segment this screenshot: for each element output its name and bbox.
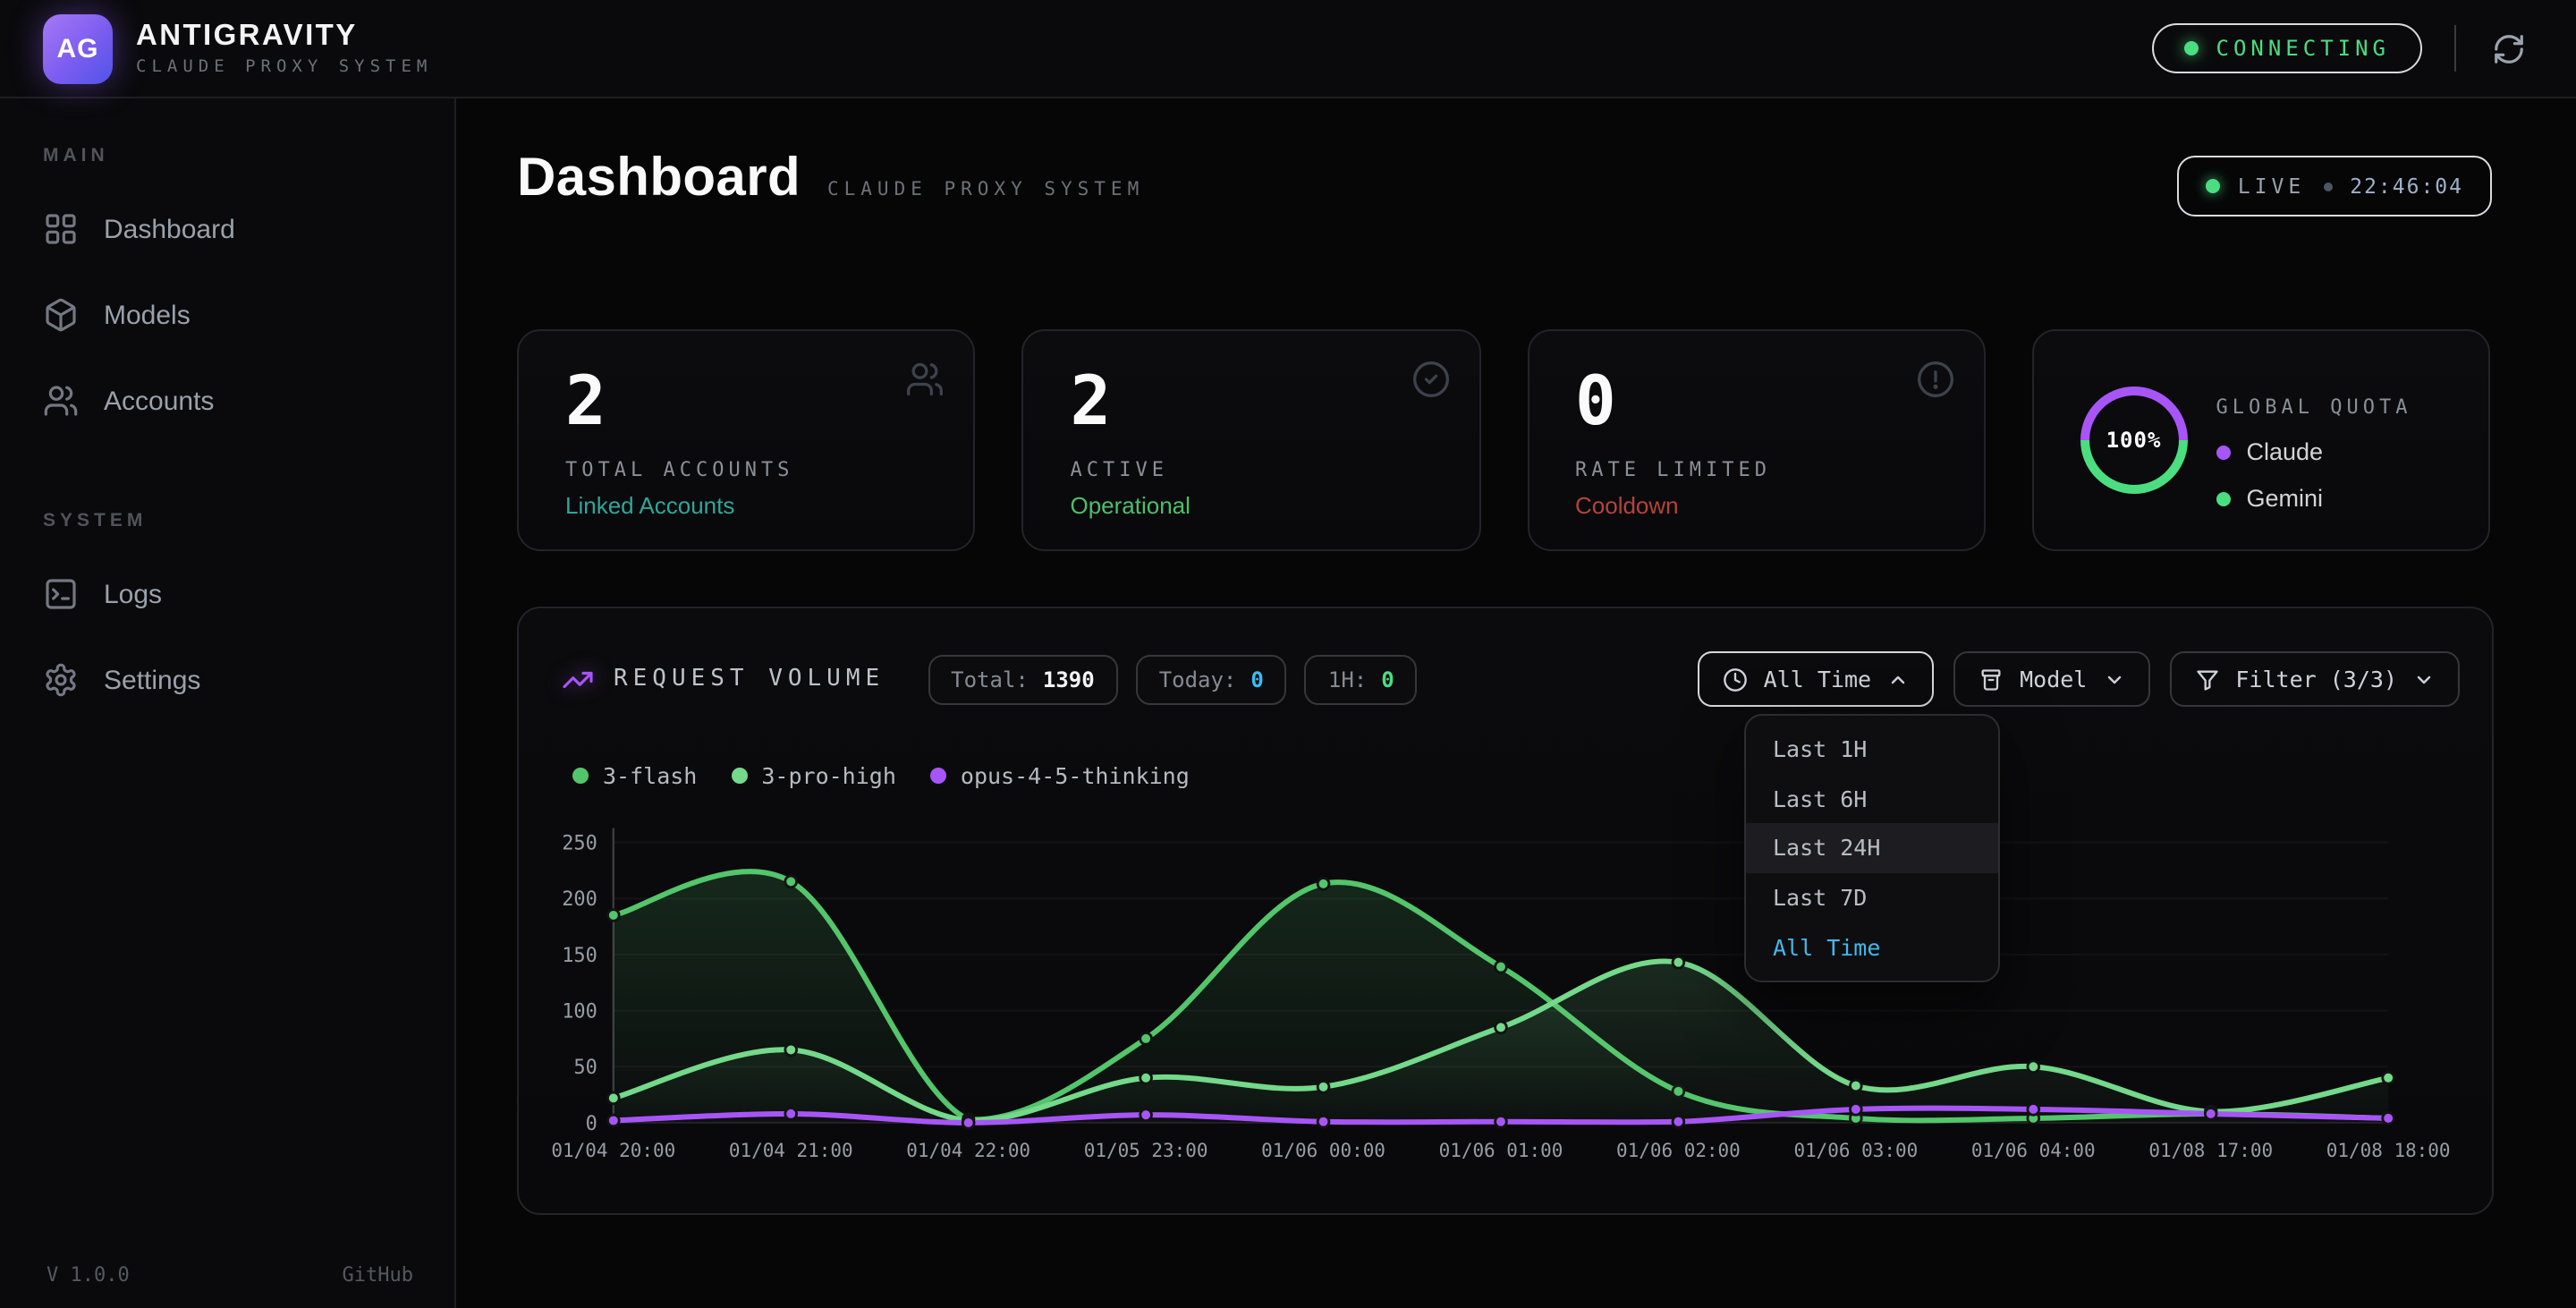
connection-status-label: CONNECTING (2216, 36, 2391, 61)
dropdown-item-all-time[interactable]: All Time (1746, 922, 1998, 972)
svg-text:250: 250 (562, 833, 597, 855)
stat-card-active: 2 ACTIVE Operational (1022, 329, 1481, 551)
app-version: V 1.0.0 (47, 1263, 130, 1287)
dropdown-item-last-1h[interactable]: Last 1H (1746, 725, 1998, 774)
refresh-button[interactable] (2488, 28, 2529, 69)
app-logo: AG (43, 13, 113, 83)
stat-card-total-accounts: 2 TOTAL ACCOUNTS Linked Accounts (517, 329, 976, 551)
svg-text:200: 200 (562, 888, 597, 911)
alert-circle-icon (1916, 360, 1955, 399)
live-label: LIVE (2238, 174, 2305, 199)
sidebar-item-logs[interactable]: Logs (0, 556, 454, 632)
sidebar-section-main: MAIN (43, 145, 454, 166)
sidebar-item-dashboard[interactable]: Dashboard (0, 191, 454, 267)
stat-value: 0 (1575, 367, 1952, 435)
request-volume-card: REQUEST VOLUME Total: 1390 Today: 0 1H: … (517, 607, 2494, 1215)
quota-legend-name: Claude (2247, 438, 2324, 465)
svg-text:50: 50 (573, 1057, 597, 1079)
gemini-dot (2216, 491, 2231, 505)
separator-dot (2323, 182, 2332, 191)
sidebar-item-accounts[interactable]: Accounts (0, 363, 454, 438)
dropdown-item-last-6h[interactable]: Last 6H (1746, 774, 1998, 823)
quota-label: GLOBAL QUOTA (2216, 395, 2412, 419)
svg-text:01/04 20:00: 01/04 20:00 (551, 1140, 675, 1161)
sidebar-item-label: Logs (104, 579, 162, 609)
svg-text:01/08 17:00: 01/08 17:00 (2148, 1140, 2273, 1161)
dropdown-item-last-7d[interactable]: Last 7D (1746, 873, 1998, 922)
stat-card-global-quota: 100% GLOBAL QUOTA Claude Gemini (2032, 329, 2491, 551)
connection-status-badge: CONNECTING (2152, 23, 2423, 73)
main-content: Dashboard CLAUDE PROXY SYSTEM LIVE 22:46… (456, 98, 2576, 1308)
quota-legend-gemini: Gemini (2216, 485, 2412, 512)
live-status-badge: LIVE 22:46:04 (2177, 156, 2492, 217)
quota-legend-name: Gemini (2247, 485, 2324, 512)
top-bar: AG ANTIGRAVITY CLAUDE PROXY SYSTEM CONNE… (0, 0, 2576, 98)
svg-text:01/06 02:00: 01/06 02:00 (1616, 1140, 1741, 1161)
github-link[interactable]: GitHub (343, 1263, 414, 1287)
sidebar-item-settings[interactable]: Settings (0, 642, 454, 718)
quota-percent: 100% (2080, 386, 2188, 494)
sidebar: MAIN Dashboard Models (0, 98, 456, 1308)
sidebar-item-models[interactable]: Models (0, 277, 454, 352)
stat-status: Operational (1071, 492, 1447, 519)
svg-text:01/04 22:00: 01/04 22:00 (906, 1140, 1030, 1161)
connection-status-dot (2184, 41, 2199, 55)
svg-text:01/06 03:00: 01/06 03:00 (1793, 1140, 1918, 1161)
sidebar-item-label: Dashboard (104, 214, 235, 244)
stat-value: 2 (565, 367, 942, 435)
app-subtitle: CLAUDE PROXY SYSTEM (136, 58, 432, 78)
svg-text:01/05 23:00: 01/05 23:00 (1084, 1140, 1208, 1161)
stat-status: Linked Accounts (565, 492, 942, 519)
time-range-dropdown: Last 1H Last 6H Last 24H Last 7D All Tim… (1744, 714, 2000, 982)
page-subtitle: CLAUDE PROXY SYSTEM (827, 179, 1144, 200)
dropdown-item-last-24h[interactable]: Last 24H (1746, 823, 1998, 872)
check-circle-icon (1411, 360, 1450, 399)
refresh-icon (2492, 31, 2526, 65)
brand: AG ANTIGRAVITY CLAUDE PROXY SYSTEM (43, 13, 432, 83)
svg-text:01/06 04:00: 01/06 04:00 (1971, 1140, 2096, 1161)
svg-text:150: 150 (562, 945, 597, 967)
svg-text:100: 100 (562, 1001, 597, 1023)
stats-row: 2 TOTAL ACCOUNTS Linked Accounts 2 ACTIV… (517, 329, 2490, 551)
live-clock: 22:46:04 (2350, 174, 2463, 199)
app-name: ANTIGRAVITY (136, 19, 432, 53)
request-volume-chart: 0 50 100 150 200 250 01/04 20:00 01/04 21:00 01/… (519, 608, 2492, 1216)
sidebar-item-label: Settings (104, 665, 200, 695)
terminal-icon (43, 576, 79, 612)
svg-text:0: 0 (586, 1113, 597, 1135)
stat-label: RATE LIMITED (1575, 458, 1952, 481)
users-icon (43, 383, 79, 419)
svg-text:01/06 00:00: 01/06 00:00 (1261, 1140, 1385, 1161)
svg-text:01/04 21:00: 01/04 21:00 (729, 1140, 853, 1161)
app-root: AG ANTIGRAVITY CLAUDE PROXY SYSTEM CONNE… (0, 0, 2576, 1308)
topbar-divider (2454, 25, 2456, 72)
quota-legend-claude: Claude (2216, 438, 2412, 465)
gear-icon (43, 662, 79, 698)
live-dot (2206, 179, 2220, 193)
stat-value: 2 (1071, 367, 1447, 435)
page-title: Dashboard (517, 149, 801, 209)
stat-label: ACTIVE (1071, 458, 1447, 481)
stat-card-rate-limited: 0 RATE LIMITED Cooldown (1527, 329, 1986, 551)
claude-dot (2216, 445, 2231, 459)
sidebar-section-system: SYSTEM (43, 510, 454, 531)
stat-label: TOTAL ACCOUNTS (565, 458, 942, 481)
grid-icon (43, 211, 79, 247)
sidebar-item-label: Models (104, 300, 191, 330)
svg-text:01/06 01:00: 01/06 01:00 (1439, 1140, 1563, 1161)
users-icon (906, 360, 945, 399)
cube-icon (43, 297, 79, 333)
stat-status: Cooldown (1575, 492, 1952, 519)
svg-text:01/08 18:00: 01/08 18:00 (2326, 1140, 2451, 1161)
sidebar-item-label: Accounts (104, 386, 214, 416)
